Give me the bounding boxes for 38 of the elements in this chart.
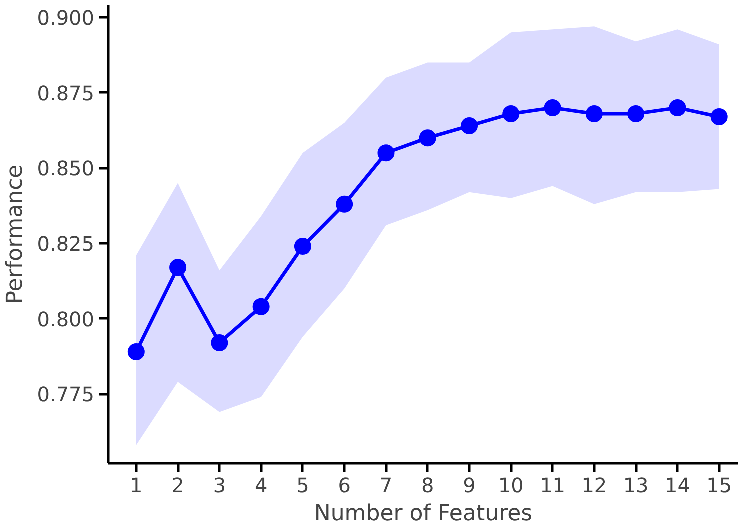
x-tick-label: 2 <box>172 474 184 498</box>
point <box>378 144 395 162</box>
point <box>502 105 520 122</box>
point <box>628 105 645 122</box>
y-tick-label: 0.800 <box>37 307 95 332</box>
point <box>336 196 354 213</box>
x-axis-title: Number of Features <box>314 502 533 526</box>
point <box>669 99 686 116</box>
x-tick-label: 5 <box>296 474 310 498</box>
point <box>252 298 270 316</box>
y-tick-label: 0.900 <box>37 6 95 30</box>
point <box>419 130 436 147</box>
x-tick-label: 10 <box>498 474 524 498</box>
point <box>544 99 562 116</box>
point <box>461 118 478 135</box>
point <box>710 108 728 126</box>
x-tick-label: 4 <box>254 474 268 498</box>
x-tick-label: 3 <box>213 474 226 498</box>
x-tick-label: 13 <box>623 474 649 498</box>
x-tick-label: 11 <box>540 474 566 498</box>
x-tick-label: 6 <box>338 474 351 498</box>
point <box>211 334 228 352</box>
x-tick-label: 15 <box>706 474 732 498</box>
y-tick-label: 0.775 <box>37 382 95 407</box>
point <box>586 105 603 122</box>
x-tick-label: 12 <box>582 474 608 498</box>
x-tick-label: 8 <box>422 474 434 498</box>
x-tick-label: 7 <box>380 474 393 498</box>
x-tick-label: 1 <box>130 474 143 498</box>
point <box>128 344 145 360</box>
y-axis-title: Performance <box>3 164 28 304</box>
y-tick-label: 0.875 <box>37 81 95 106</box>
x-tick-label: 14 <box>664 474 690 498</box>
x-tick-label: 9 <box>463 474 476 498</box>
point <box>170 259 187 276</box>
point <box>294 238 312 256</box>
y-tick-label: 0.825 <box>37 232 95 256</box>
y-tick-label: 0.850 <box>37 156 95 181</box>
